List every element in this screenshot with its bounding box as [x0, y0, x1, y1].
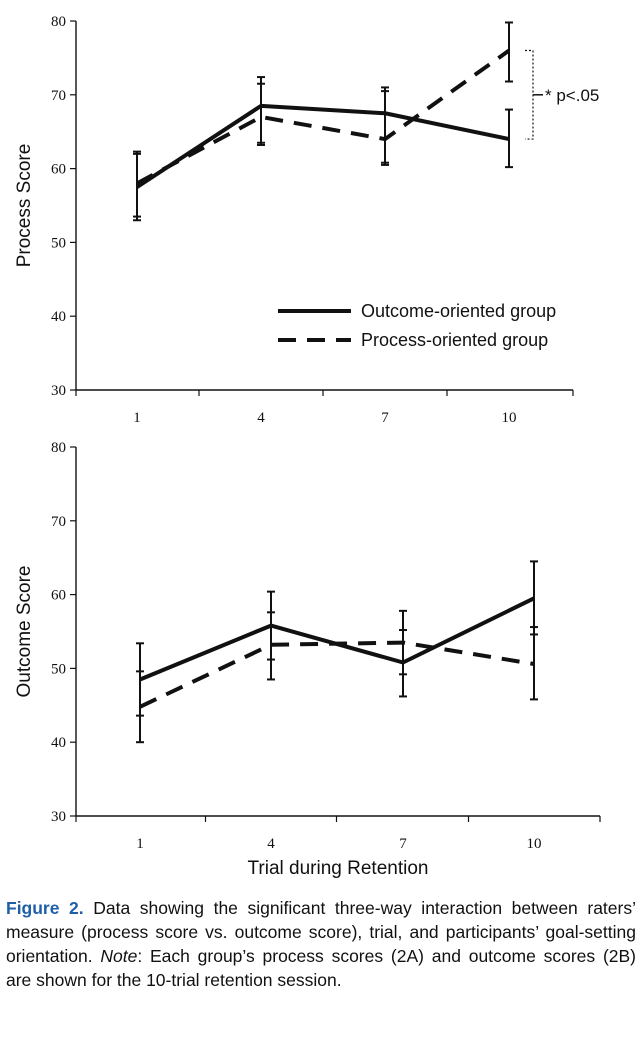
- data-point: [508, 50, 510, 52]
- data-point: [384, 138, 386, 140]
- y-tick-label: 80: [51, 440, 66, 456]
- data-point: [260, 116, 262, 118]
- x-tick-label: 1: [136, 836, 144, 852]
- significance-label: * p<.05: [545, 86, 599, 105]
- y-tick-label: 70: [51, 514, 66, 530]
- y-tick-label: 40: [51, 309, 66, 325]
- y-tick-label: 60: [51, 588, 66, 604]
- legend-label: Process-oriented group: [361, 330, 548, 350]
- x-tick-label: 7: [399, 836, 407, 852]
- x-tick-label: 10: [502, 410, 517, 426]
- series-line-process-oriented: [136, 48, 511, 186]
- y-tick-label: 50: [51, 235, 66, 251]
- y-axis-label: Outcome Score: [14, 566, 35, 698]
- data-point: [402, 642, 404, 644]
- y-tick-label: 30: [51, 809, 66, 825]
- caption-text-part-1: Data showing the significant three-way i…: [6, 898, 636, 966]
- legend-label: Outcome-oriented group: [361, 301, 556, 321]
- caption-note-label: Note: [100, 946, 138, 966]
- y-tick-label: 40: [51, 735, 66, 751]
- x-axis-label: Trial during Retention: [248, 858, 429, 879]
- caption-figure-label: Figure 2.: [6, 898, 84, 918]
- y-tick-label: 70: [51, 88, 66, 104]
- figure-panels: 30 40 50 60 70 80 1 4 7 10 Process Score Outcome-or…: [14, 14, 601, 879]
- y-tick-label: 50: [51, 661, 66, 677]
- y-tick-label: 80: [51, 14, 66, 30]
- series-line-outcome-oriented: [139, 596, 535, 682]
- data-point: [139, 706, 141, 708]
- significance-bracket: [525, 49, 534, 140]
- y-axis-label: Process Score: [14, 144, 35, 268]
- data-point: [508, 138, 510, 140]
- x-tick-label: 10: [527, 836, 542, 852]
- data-point: [533, 663, 535, 665]
- x-tick-label: 1: [133, 410, 141, 426]
- x-tick-label: 4: [267, 836, 275, 852]
- legend: Outcome-oriented group Process-oriented g…: [278, 301, 556, 350]
- caption-text-part-2: : Each group’s process scores (2A) and o…: [6, 946, 637, 990]
- series-line-outcome-oriented: [135, 103, 510, 189]
- panel-2a-process-score: 30 40 50 60 70 80 1 4 7 10 Process Score Outcome-or…: [14, 14, 599, 426]
- data-point: [136, 182, 138, 184]
- x-tick-label: 4: [257, 410, 265, 426]
- panel-2b-outcome-score: 30 40 50 60 70 80 1 4 7 10 Outcome Score Trial duri…: [14, 440, 601, 879]
- y-tick-label: 60: [51, 162, 66, 178]
- series-line-process-oriented: [139, 640, 535, 709]
- x-tick-label: 7: [381, 410, 389, 426]
- figure-caption: Figure 2. Data showing the significant t…: [6, 896, 636, 992]
- data-point: [270, 644, 272, 646]
- y-tick-label: 30: [51, 383, 66, 399]
- data-point: [533, 597, 535, 599]
